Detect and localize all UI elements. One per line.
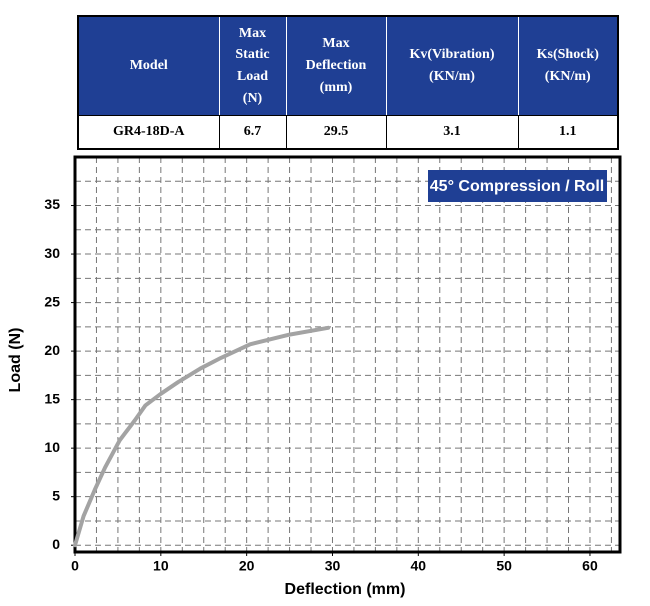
cell: 6.7 xyxy=(218,115,287,150)
header-cell: Kv(Vibration) (KN/m) xyxy=(385,15,519,116)
header-cell: Model xyxy=(77,15,220,116)
y-tick-label: 25 xyxy=(44,293,60,309)
x-tick-label: 40 xyxy=(411,558,427,574)
x-tick-label: 30 xyxy=(325,558,341,574)
x-tick-label: 10 xyxy=(153,558,169,574)
data-row: GR4-18D-A 6.7 29.5 3.1 1.1 xyxy=(77,115,619,150)
cell: GR4-18D-A xyxy=(77,115,220,150)
header-cell: Ks(Shock) (KN/m) xyxy=(517,15,619,116)
x-tick-label: 60 xyxy=(582,558,598,574)
header-cell: Max Static Load (N) xyxy=(218,15,287,116)
cell: 29.5 xyxy=(285,115,387,150)
spec-table: Model Max Static Load (N) Max Deflection… xyxy=(77,15,619,150)
annotation-box xyxy=(428,170,607,202)
y-axis-label: Load (N) xyxy=(7,328,24,393)
y-tick-label: 10 xyxy=(44,439,60,455)
annotation: 45° Compression / Roll xyxy=(430,178,604,195)
y-tick-label: 5 xyxy=(52,487,60,503)
y-tick-label: 15 xyxy=(44,390,60,406)
plot-border xyxy=(73,155,622,554)
x-tick-label: 20 xyxy=(239,558,255,574)
cell: 3.1 xyxy=(385,115,519,150)
header-row: Model Max Static Load (N) Max Deflection… xyxy=(77,15,619,116)
y-tick-label: 35 xyxy=(44,196,60,212)
data-line xyxy=(73,325,331,548)
y-tick-label: 30 xyxy=(44,245,60,261)
y-tick-label: 20 xyxy=(44,342,60,358)
x-tick-label: 0 xyxy=(71,558,79,574)
cell: 1.1 xyxy=(517,115,619,150)
header-cell: Max Deflection (mm) xyxy=(285,15,387,116)
x-tick-label: 50 xyxy=(496,558,512,574)
x-axis-label: Deflection (mm) xyxy=(285,581,406,598)
y-tick-label: 0 xyxy=(52,536,60,552)
